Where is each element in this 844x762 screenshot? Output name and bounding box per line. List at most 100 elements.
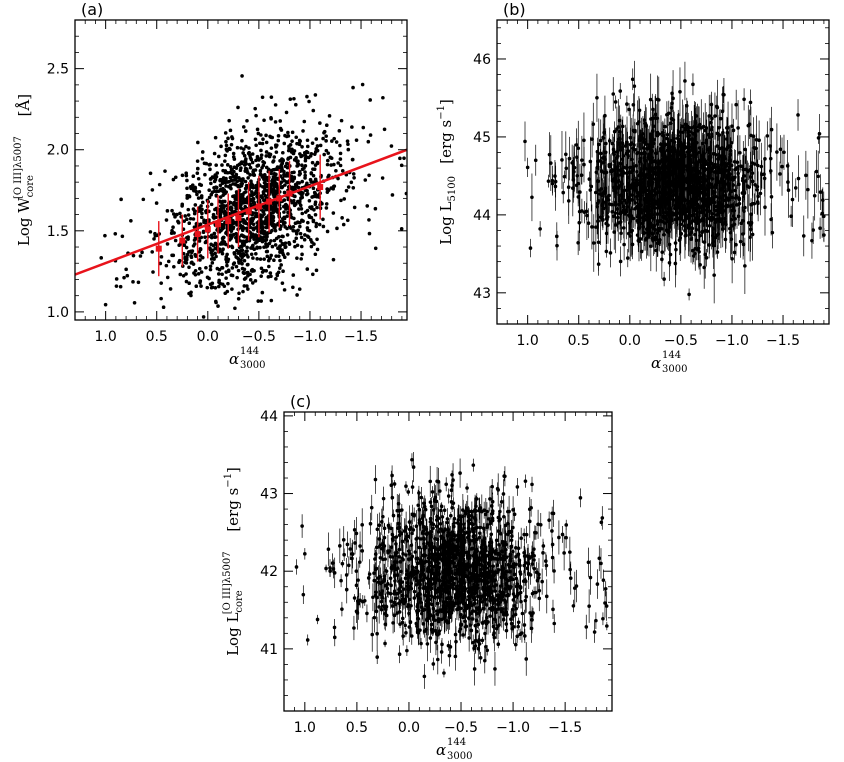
scatter-point [197, 189, 202, 194]
scatter-point [245, 118, 249, 123]
scatter-point [297, 173, 302, 177]
scatter-point [715, 250, 720, 254]
scatter-point [246, 287, 250, 291]
scatter-point [272, 155, 277, 159]
scatter-point [702, 265, 706, 270]
scatter-point [658, 219, 663, 223]
scatter-point [338, 151, 343, 156]
scatter-point [778, 172, 782, 176]
scatter-point [665, 136, 669, 141]
scatter-point [274, 150, 279, 154]
scatter-point [620, 141, 625, 146]
scatter-point [185, 252, 190, 257]
scatter-point [173, 175, 178, 180]
scatter-point [327, 114, 332, 118]
scatter-point [296, 159, 300, 163]
scatter-point [233, 306, 237, 311]
scatter-point [314, 221, 319, 226]
scatter-point [697, 249, 701, 254]
panel-1: 1.0 0.5 0.0 −0.5 −1.0 −1.5 43 44 45 46 (b) α 1443000… [436, 0, 830, 375]
scatter-point [660, 176, 665, 181]
scatter-point [281, 252, 286, 257]
scatter-point [696, 218, 700, 223]
scatter-point [269, 298, 274, 303]
scatter-point [614, 172, 619, 177]
scatter-point [250, 244, 255, 249]
scatter-point [730, 257, 734, 261]
scatter-point [216, 304, 220, 308]
scatter-point [182, 219, 187, 223]
scatter-point [192, 211, 197, 216]
scatter-point [305, 144, 310, 149]
scatter-point [218, 195, 223, 199]
scatter-point [601, 136, 606, 140]
scatter-point [282, 210, 286, 214]
scatter-point [280, 281, 285, 285]
scatter-point [259, 230, 264, 235]
scatter-point [609, 169, 613, 174]
scatter-point [284, 173, 288, 177]
scatter-point [274, 223, 278, 227]
scatter-point [625, 256, 630, 260]
scatter-point [310, 141, 315, 145]
scatter-point [816, 174, 821, 179]
scatter-point [189, 254, 193, 258]
y-tick-label: 1.5 [47, 224, 69, 240]
x-tick-label: −1.5 [766, 333, 800, 349]
scatter-point [210, 261, 215, 265]
scatter-point [311, 108, 316, 113]
scatter-point [715, 178, 720, 183]
scatter-point [650, 116, 655, 121]
scatter-point [281, 234, 285, 239]
scatter-point [796, 176, 801, 181]
scatter-point [749, 175, 753, 179]
scatter-point [218, 212, 223, 217]
scatter-point [661, 153, 665, 158]
scatter-point [264, 207, 269, 212]
scatter-point [217, 278, 221, 283]
scatter-point [718, 116, 723, 121]
scatter-point [582, 138, 586, 143]
scatter-point [594, 225, 598, 229]
scatter-point [292, 149, 297, 153]
scatter-point [576, 195, 581, 199]
scatter-point [275, 272, 279, 276]
scatter-point [309, 244, 314, 249]
scatter-point [241, 151, 245, 155]
scatter-point [315, 237, 319, 242]
scatter-point [804, 173, 808, 178]
scatter-point [213, 251, 217, 256]
scatter-point [225, 263, 229, 268]
scatter-point [231, 155, 236, 159]
scatter-point [555, 243, 559, 248]
scatter-point [817, 131, 822, 136]
scatter-point [689, 237, 693, 241]
scatter-point [220, 272, 224, 277]
scatter-point [241, 289, 245, 294]
scatter-point [255, 245, 259, 250]
scatter-point [258, 213, 263, 217]
scatter-point [647, 168, 652, 173]
scatter-point [313, 191, 318, 196]
scatter-point [368, 98, 373, 102]
scatter-point [612, 188, 616, 192]
scatter-point [262, 175, 266, 179]
scatter-point [201, 230, 206, 235]
scatter-point [170, 208, 174, 213]
scatter-point [221, 186, 225, 191]
y-tick-label: 2.0 [47, 143, 69, 159]
scatter-point [716, 165, 720, 169]
scatter-point [255, 127, 260, 132]
scatter-point [730, 224, 734, 228]
scatter-point [290, 130, 295, 135]
scatter-point [648, 215, 652, 220]
scatter-point [742, 97, 746, 102]
scatter-point [335, 226, 339, 231]
scatter-point [649, 244, 653, 249]
scatter-point [305, 188, 309, 193]
scatter-point [191, 217, 196, 221]
scatter-point [185, 186, 189, 191]
scatter-point [138, 254, 143, 258]
scatter-point [605, 195, 609, 200]
scatter-point [686, 223, 691, 227]
